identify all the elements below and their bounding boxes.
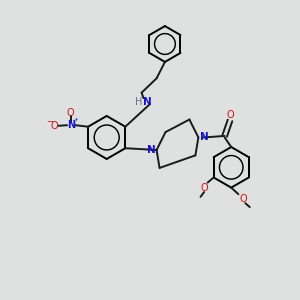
Text: methyl_end: methyl_end: [202, 202, 210, 203]
Text: +: +: [74, 117, 79, 122]
Text: methyl: methyl: [200, 201, 206, 202]
Text: O: O: [200, 183, 208, 193]
Text: −: −: [46, 117, 53, 126]
Text: H: H: [135, 97, 142, 106]
Text: O: O: [50, 121, 58, 131]
Text: N: N: [146, 145, 155, 155]
Text: N: N: [67, 120, 75, 130]
Text: O: O: [240, 194, 247, 204]
Text: O: O: [67, 108, 75, 118]
Text: N: N: [200, 133, 208, 142]
Text: N: N: [143, 97, 152, 106]
Text: O: O: [227, 110, 234, 120]
